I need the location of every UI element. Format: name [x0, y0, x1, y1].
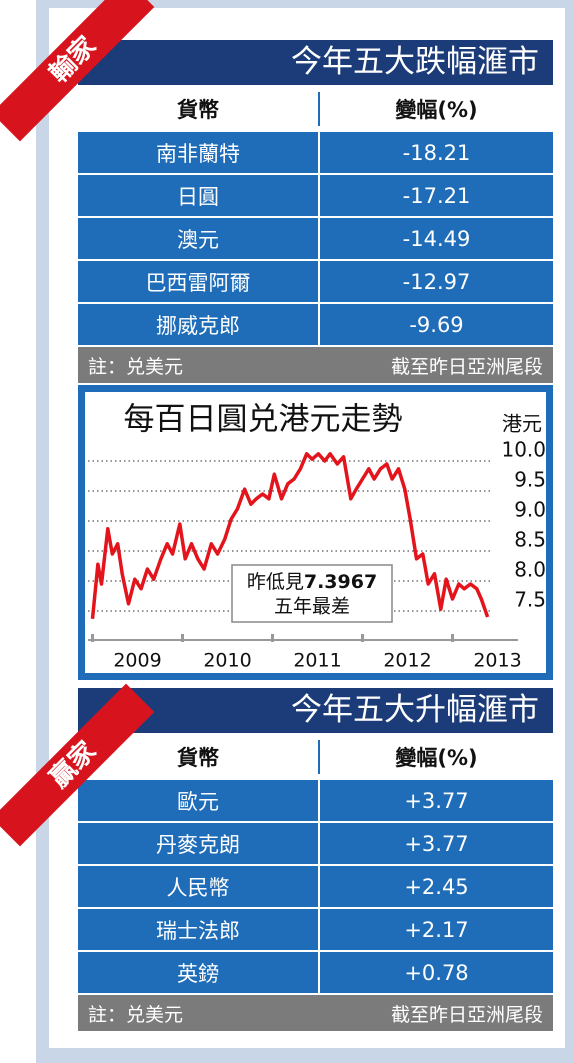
table-title: 今年五大跌幅滙市 [78, 40, 553, 85]
change-cell: +3.77 [320, 780, 553, 821]
header-cell: 貨幣 [78, 88, 318, 130]
change-cell: -17.21 [320, 175, 553, 216]
y-tick-label: 8.0 [514, 558, 546, 582]
y-tick-label: 10.0 [501, 438, 546, 462]
change-cell: -9.69 [320, 304, 553, 345]
annotation: 昨低見7.3967 [247, 571, 377, 593]
change-cell: +2.17 [320, 909, 553, 950]
header-cell: 變幅(%) [320, 88, 553, 130]
table-note: 註：兑美元 截至昨日亞洲尾段 [78, 995, 553, 1031]
x-tick-label: 2011 [293, 650, 341, 672]
note-right: 截至昨日亞洲尾段 [390, 355, 543, 378]
x-tick-label: 2012 [383, 650, 431, 672]
header-divider [318, 92, 320, 126]
currency-cell: 英鎊 [78, 952, 318, 993]
change-cell: +2.45 [320, 866, 553, 907]
chart-background [85, 392, 546, 673]
y-tick-label: 9.0 [514, 498, 546, 522]
header-divider [318, 740, 320, 774]
currency-cell: 南非蘭特 [78, 132, 318, 173]
change-cell: -14.49 [320, 218, 553, 259]
change-cell: -18.21 [320, 132, 553, 173]
currency-cell: 丹麥克朗 [78, 823, 318, 864]
currency-cell: 挪威克郎 [78, 304, 318, 345]
chart: 每百日圓兑港元走勢 港元 10.0 9.5 9.0 8.5 8.0 7.5 2009 2010… [78, 385, 553, 680]
currency-cell: 巴西雷阿爾 [78, 261, 318, 302]
change-cell: -12.97 [320, 261, 553, 302]
currency-cell: 日圓 [78, 175, 318, 216]
y-tick-label: 8.5 [514, 528, 546, 552]
currency-cell: 澳元 [78, 218, 318, 259]
header-cell: 變幅(%) [320, 736, 553, 778]
table-note: 註：兑美元 截至昨日亞洲尾段 [78, 347, 553, 383]
note-left: 註：兑美元 [88, 355, 184, 378]
y-tick-label: 9.5 [514, 468, 546, 492]
y-unit: 港元 [502, 412, 542, 436]
change-cell: +3.77 [320, 823, 553, 864]
annotation-value: 7.3967 [304, 571, 377, 593]
x-tick-label: 2009 [113, 650, 161, 672]
currency-cell: 瑞士法郎 [78, 909, 318, 950]
table-title: 今年五大升幅滙市 [78, 688, 553, 733]
x-tick-label: 2010 [203, 650, 251, 672]
y-tick-label: 7.5 [514, 588, 546, 612]
currency-cell: 人民幣 [78, 866, 318, 907]
annotation-box [231, 564, 393, 623]
note-left: 註：兑美元 [88, 1003, 184, 1026]
currency-cell: 歐元 [78, 780, 318, 821]
x-tick-label: 2013 [473, 650, 521, 672]
change-cell: +0.78 [320, 952, 553, 993]
chart-title: 每百日圓兑港元走勢 [124, 402, 403, 438]
annotation: 五年最差 [274, 596, 350, 618]
annotation-text: 昨低見 [247, 571, 304, 593]
price-line [90, 452, 490, 619]
note-right: 截至昨日亞洲尾段 [390, 1003, 543, 1026]
